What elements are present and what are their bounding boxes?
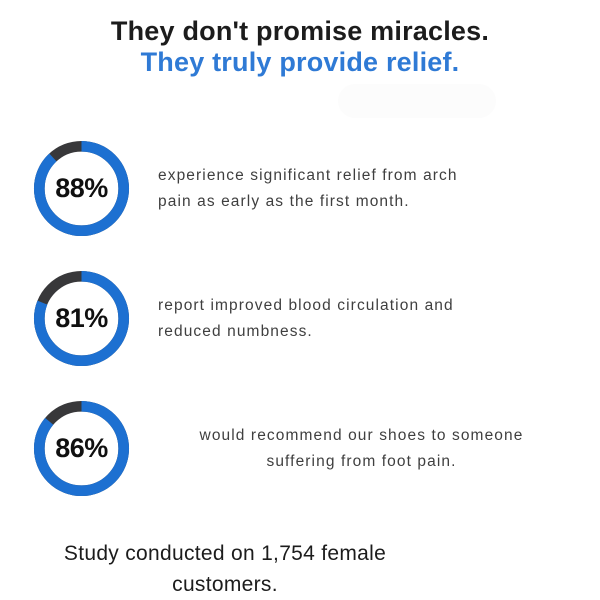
stat-row-circulation: 81% report improved blood circulation an… (33, 270, 573, 367)
stat-description-line-1: would recommend our shoes to someone (199, 426, 524, 444)
donut-chart-icon (33, 270, 130, 367)
stat-description: would recommend our shoes to someone suf… (150, 423, 573, 475)
faded-badge-placeholder (338, 84, 496, 118)
stat-row-recommend: 86% would recommend our shoes to someone… (33, 400, 573, 497)
donut-chart-icon (33, 140, 130, 237)
stat-description-line-1: report improved blood circulation and (158, 296, 454, 314)
title-line-1: They don't promise miracles. (110, 16, 490, 46)
stat-description-line-2: reduced numbness. (158, 322, 313, 340)
stat-description-line-2: suffering from foot pain. (266, 452, 457, 470)
stat-description: report improved blood circulation and re… (158, 293, 570, 345)
footnote-line-2: customers. (172, 573, 278, 596)
progress-ring-81: 81% (33, 270, 130, 367)
stat-description: experience significant relief from arch … (158, 163, 570, 215)
stat-description-line-1: experience significant relief from arch (158, 166, 458, 184)
stat-row-arch-pain: 88% experience significant relief from a… (33, 140, 573, 237)
title-line-2: They truly provide relief. (140, 47, 460, 77)
donut-chart-icon (33, 400, 130, 497)
stat-description-line-2: pain as early as the first month. (158, 192, 410, 210)
footnote-line-1: Study conducted on 1,754 female (63, 542, 387, 565)
progress-ring-86: 86% (33, 400, 130, 497)
page-title: They don't promise miracles. They truly … (0, 16, 600, 78)
progress-ring-88: 88% (33, 140, 130, 237)
percent-value: 81% (55, 303, 108, 333)
percent-value: 86% (55, 433, 108, 463)
percent-value: 88% (55, 173, 108, 203)
study-footnote: Study conducted on 1,754 female customer… (15, 538, 435, 600)
